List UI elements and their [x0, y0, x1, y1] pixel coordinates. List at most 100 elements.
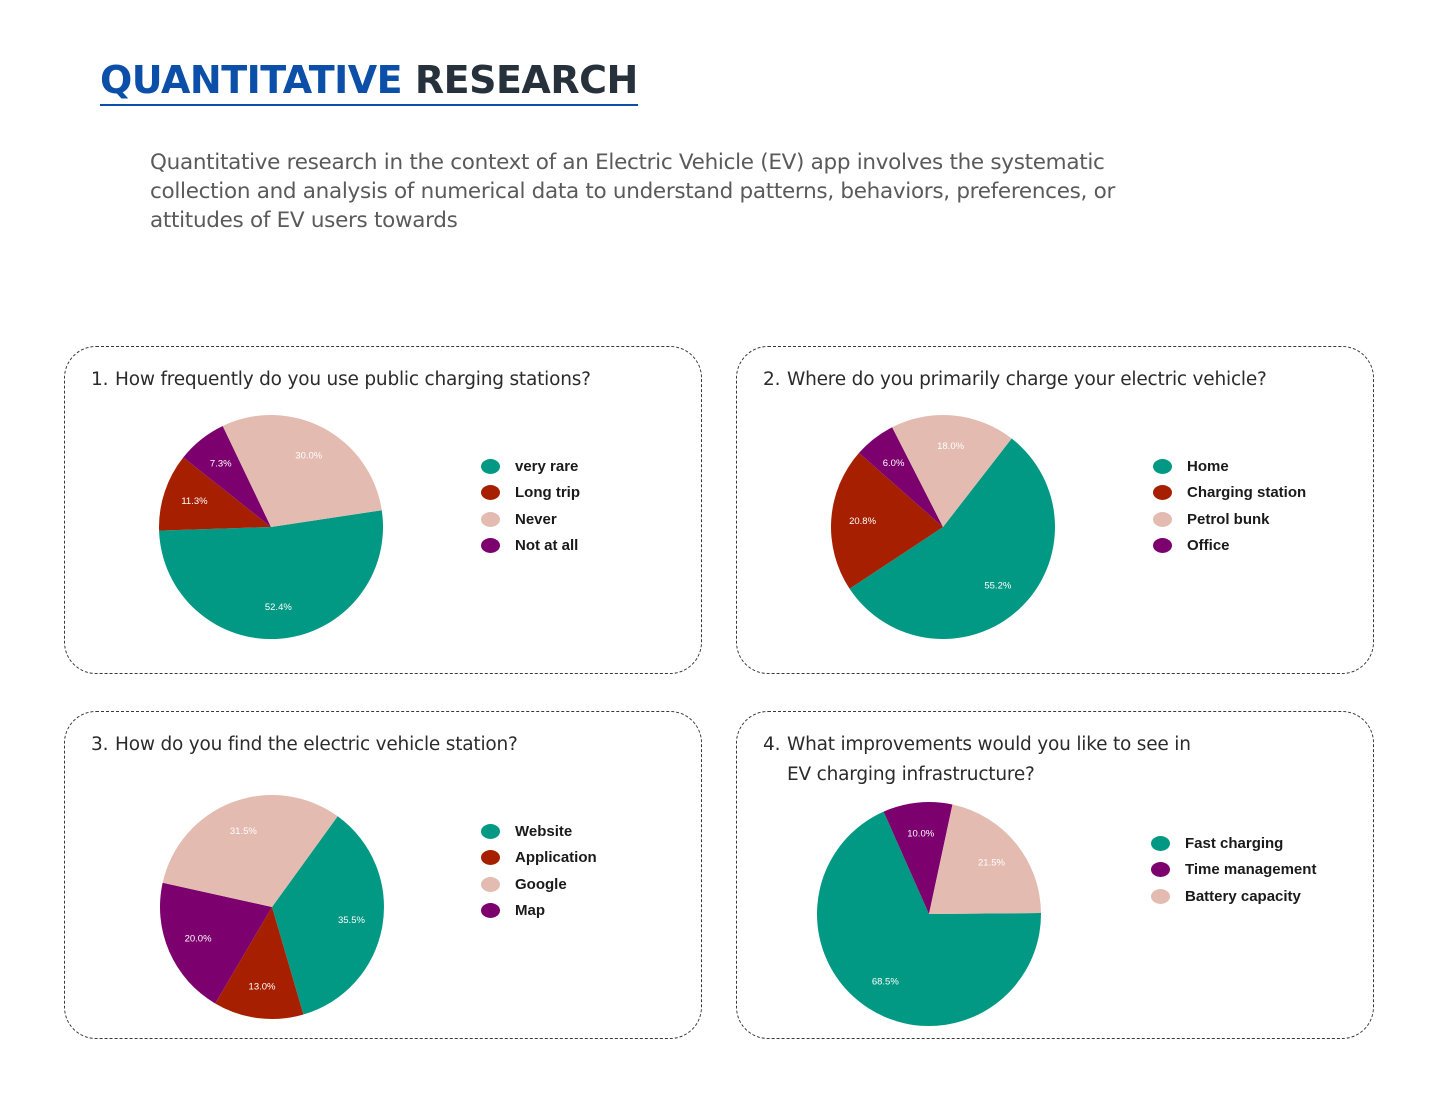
legend-label: Long trip: [515, 484, 580, 502]
pie-slice-application: [215, 907, 304, 1019]
legend-label: Map: [515, 902, 545, 920]
question-text-line2: EV charging infrastructure?: [787, 764, 1035, 785]
legend-item-website: Website: [481, 818, 597, 845]
slice-label-google: 31.5%: [230, 826, 257, 837]
legend-label: Time management: [1185, 861, 1317, 879]
legend-swatch: [1153, 485, 1172, 501]
legend-label: Home: [1187, 457, 1229, 475]
slice-label-website: 35.5%: [338, 915, 365, 926]
legend-label: Battery capacity: [1185, 887, 1301, 905]
legend-swatch: [481, 903, 500, 919]
page-title: QUANTITATIVE RESEARCH: [100, 56, 638, 106]
pie-slice-not-at-all: [183, 425, 271, 527]
chart-legend: Home Charging station Petrol bunk Office: [1153, 453, 1306, 559]
question-text: How frequently do you use public chargin…: [115, 369, 591, 390]
pie-slice-petrol-bunk: [892, 414, 1012, 527]
legend-swatch: [1153, 458, 1172, 474]
slice-label-charging-station: 20.8%: [849, 516, 876, 527]
question-number: 1.: [91, 369, 109, 390]
question-number: 4.: [763, 734, 781, 755]
legend-item-battery-capacity: Battery capacity: [1151, 883, 1316, 910]
card-question: 1. How frequently do you use public charg…: [91, 365, 651, 395]
legend-label: Website: [515, 822, 573, 840]
pie-chart: 52.4% 11.3% 7.3% 30.0%: [159, 415, 384, 640]
chart-card-1: 1. How frequently do you use public charg…: [64, 346, 702, 674]
legend-swatch: [481, 876, 500, 892]
title-accent: QUANTITATIVE: [100, 58, 415, 102]
question-number: 3.: [91, 734, 109, 755]
card-question: 3. How do you find the electric vehicle s…: [91, 730, 651, 760]
pie-chart: 68.5% 10.0% 21.5%: [817, 801, 1042, 1026]
legend-item-long-trip: Long trip: [481, 480, 580, 507]
pie-slice-fast-charging: [817, 811, 1042, 1026]
legend-item-office: Office: [1153, 533, 1306, 560]
chart-legend: Fast charging Time management Battery capa…: [1151, 830, 1316, 910]
legend-item-never: Never: [481, 506, 580, 533]
slice-label-home: 55.2%: [984, 581, 1011, 592]
intro-paragraph: Quantitative research in the context of …: [150, 150, 1115, 233]
legend-label: Never: [515, 510, 557, 528]
slice-label-long-trip: 11.3%: [181, 496, 208, 507]
pie-chart: 55.2% 20.8% 6.0% 18.0%: [830, 414, 1055, 639]
legend-label: Fast charging: [1185, 834, 1284, 852]
card-question: 2. Where do you primarily charge your ele…: [763, 365, 1323, 395]
pie-chart: 35.5% 13.0% 20.0% 31.5%: [159, 795, 384, 1019]
pie-slice-never: [222, 415, 382, 527]
legend-label: Google: [515, 875, 567, 893]
slice-label-never: 30.0%: [295, 450, 322, 461]
legend-swatch: [481, 823, 500, 839]
legend-swatch: [481, 458, 500, 474]
slice-label-application: 13.0%: [249, 982, 276, 993]
legend-swatch: [1153, 511, 1172, 527]
slice-label-not-at-all: 7.3%: [210, 458, 232, 469]
slice-label-very-rare: 52.4%: [265, 602, 292, 613]
legend-swatch: [481, 538, 500, 554]
chart-card-2: 2. Where do you primarily charge your ele…: [736, 346, 1374, 674]
question-text: What improvements would you like to see …: [787, 734, 1191, 755]
legend-label: Not at all: [515, 537, 579, 555]
legend-item-fast-charging: Fast charging: [1151, 830, 1316, 857]
slice-label-map: 20.0%: [185, 934, 212, 945]
legend-swatch: [481, 850, 500, 866]
pie-slice-long-trip: [159, 457, 271, 531]
legend-item-application: Application: [481, 845, 597, 872]
chart-card-4: 4. What improvements would you like to se…: [736, 711, 1374, 1039]
legend-label: Petrol bunk: [1187, 510, 1270, 528]
pie-slice-time-management: [883, 801, 953, 914]
legend-label: very rare: [515, 457, 579, 475]
title-main: RESEARCH: [414, 58, 638, 102]
pie-slice-map: [159, 882, 272, 1004]
legend-item-google: Google: [481, 871, 597, 898]
chart-card-3: 3. How do you find the electric vehicle s…: [64, 711, 702, 1039]
card-question: 4. What improvements would you like to se…: [763, 730, 1323, 790]
legend-item-home: Home: [1153, 453, 1306, 480]
pie-slice-battery-capacity: [929, 804, 1041, 914]
question-text: How do you find the electric vehicle sta…: [115, 734, 518, 755]
legend-item-not-at-all: Not at all: [481, 533, 580, 560]
legend-swatch: [1151, 835, 1170, 851]
legend-label: Charging station: [1187, 484, 1307, 502]
legend-item-petrol-bunk: Petrol bunk: [1153, 506, 1306, 533]
legend-item-very-rare: very rare: [481, 453, 580, 480]
pie-slice-charging-station: [830, 452, 943, 589]
pie-slice-website: [272, 816, 384, 1015]
legend-item-map: Map: [481, 898, 597, 925]
question-text: Where do you primarily charge your elect…: [787, 369, 1267, 390]
slice-label-petrol-bunk: 18.0%: [937, 441, 964, 452]
legend-label: Office: [1187, 537, 1230, 555]
legend-swatch: [481, 511, 500, 527]
legend-item-charging-station: Charging station: [1153, 480, 1306, 507]
legend-swatch: [481, 485, 500, 501]
pie-slice-office: [858, 427, 943, 527]
legend-label: Application: [515, 849, 597, 867]
slice-label-fast-charging: 68.5%: [872, 976, 899, 987]
chart-legend: very rare Long trip Never Not at all: [481, 453, 580, 559]
pie-slice-google: [162, 795, 338, 907]
slice-label-office: 6.0%: [883, 458, 905, 469]
legend-swatch: [1151, 888, 1170, 904]
slice-label-time-management: 10.0%: [907, 828, 934, 839]
legend-swatch: [1153, 538, 1172, 554]
legend-item-time-management: Time management: [1151, 857, 1316, 884]
question-number: 2.: [763, 369, 781, 390]
pie-slice-home: [849, 438, 1055, 639]
